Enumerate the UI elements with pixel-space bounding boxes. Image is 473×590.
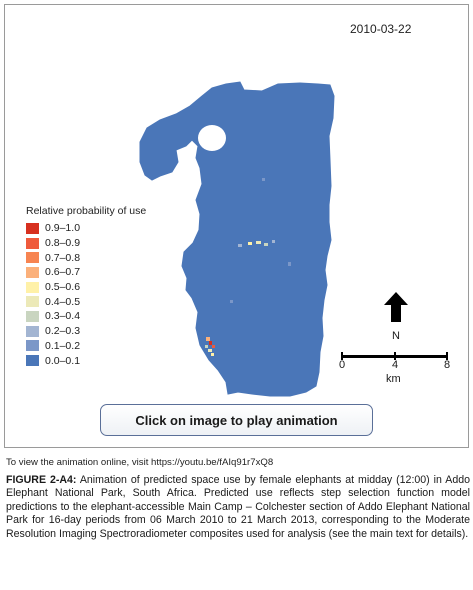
habitat-highlights xyxy=(205,178,291,356)
scale-tick xyxy=(394,352,396,360)
legend-swatch xyxy=(26,281,39,293)
legend-item: 0.9–1.0 xyxy=(26,221,146,236)
park-area xyxy=(139,81,335,397)
legend-item: 0.3–0.4 xyxy=(26,309,146,324)
north-arrow: N xyxy=(384,292,408,342)
legend-swatch xyxy=(26,266,39,278)
legend-item-label: 0.2–0.3 xyxy=(45,325,81,338)
legend-swatch xyxy=(26,310,39,322)
north-label: N xyxy=(392,330,400,342)
legend-item: 0.6–0.7 xyxy=(26,265,146,280)
legend-item: 0.7–0.8 xyxy=(26,250,146,265)
play-animation-button[interactable]: Click on image to play animation xyxy=(100,404,373,436)
legend-item-label: 0.3–0.4 xyxy=(45,310,81,323)
caption-label: FIGURE 2-A4: xyxy=(6,474,77,486)
legend-swatch xyxy=(26,325,39,337)
legend-swatch xyxy=(26,296,39,308)
legend-item: 0.4–0.5 xyxy=(26,294,146,309)
legend-item-label: 0.1–0.2 xyxy=(45,339,81,352)
legend-item: 0.0–0.1 xyxy=(26,353,146,368)
legend-item: 0.2–0.3 xyxy=(26,324,146,339)
online-note: To view the animation online, visit http… xyxy=(6,457,274,468)
legend-item-label: 0.5–0.6 xyxy=(45,281,81,294)
park-hole xyxy=(198,125,226,151)
scale-unit: km xyxy=(386,373,401,385)
legend-item: 0.5–0.6 xyxy=(26,280,146,295)
legend-swatch xyxy=(26,355,39,367)
legend: Relative probability of use 0.9–1.0 0.8–… xyxy=(26,205,146,368)
legend-item-label: 0.7–0.8 xyxy=(45,251,81,264)
legend-title: Relative probability of use xyxy=(26,205,147,217)
scale-label: 4 xyxy=(391,359,399,371)
scale-label: 8 xyxy=(443,359,451,371)
legend-item-label: 0.6–0.7 xyxy=(45,266,81,279)
legend-swatch xyxy=(26,222,39,234)
legend-item: 0.1–0.2 xyxy=(26,339,146,354)
scale-tick xyxy=(446,352,448,360)
scale-label: 0 xyxy=(338,359,346,371)
scale-bar: 0 4 8 km xyxy=(332,349,457,389)
legend-swatch xyxy=(26,340,39,352)
date-label: 2010-03-22 xyxy=(350,22,412,36)
legend-item-label: 0.4–0.5 xyxy=(45,295,81,308)
legend-item: 0.8–0.9 xyxy=(26,236,146,251)
scale-tick xyxy=(341,352,343,360)
caption-text: Animation of predicted space use by fema… xyxy=(6,474,470,540)
legend-item-label: 0.0–0.1 xyxy=(45,354,81,367)
legend-item-label: 0.8–0.9 xyxy=(45,237,81,250)
legend-item-label: 0.9–1.0 xyxy=(45,222,81,235)
figure-caption: FIGURE 2-A4: Animation of predicted spac… xyxy=(6,474,470,541)
legend-swatch xyxy=(26,252,39,264)
park-map[interactable] xyxy=(0,0,473,450)
north-arrow-icon xyxy=(384,292,408,322)
legend-swatch xyxy=(26,237,39,249)
